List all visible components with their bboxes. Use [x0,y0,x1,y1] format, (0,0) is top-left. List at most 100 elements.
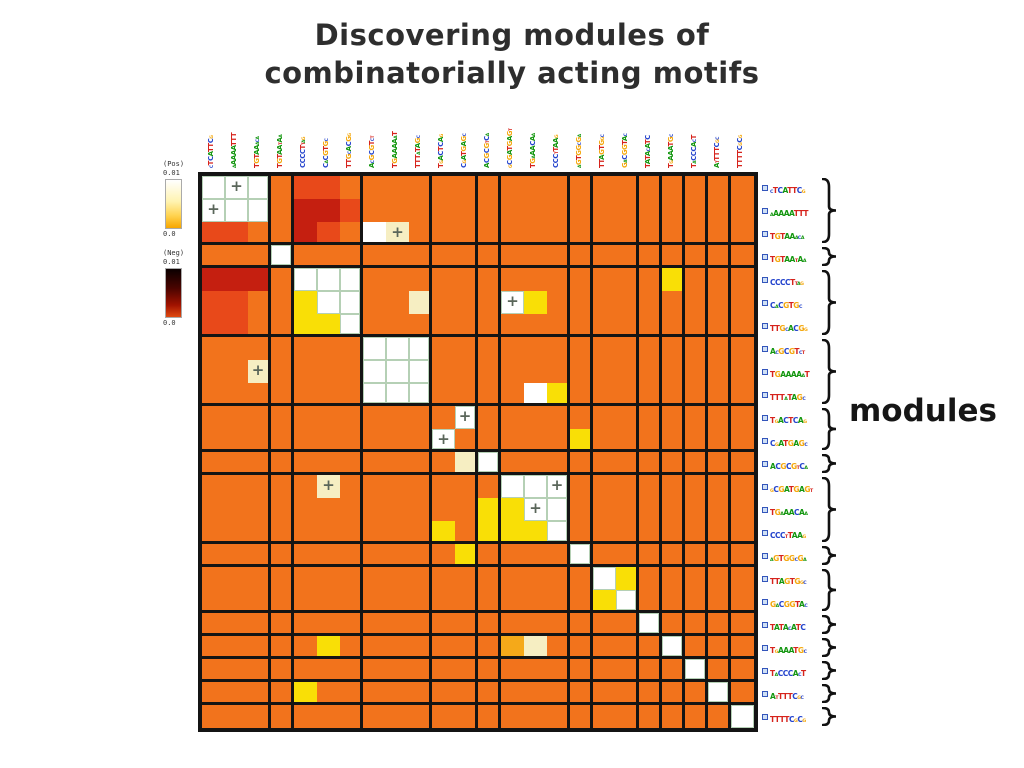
heatmap-cell-r18c4 [271,567,294,590]
heatmap-cell-r17c17 [570,544,593,567]
module-brace-5 [822,408,837,450]
heatmap-cell-r11c8 [363,406,386,429]
heatmap-cell-r9c14 [501,360,524,383]
row-motif-logo-18: TTAGTGGC [762,567,807,590]
heatmap-cell-r11c22 [685,406,708,429]
heatmap-cell-r2c15 [524,199,547,222]
motif-marker-icon [762,368,768,375]
heatmap-cell-r13c7 [340,452,363,475]
heatmap-cell-r24c7 [340,705,363,728]
heatmap-cell-r14c12 [455,475,478,498]
heatmap-cell-r14c17 [570,475,593,498]
heatmap-cell-r2c5 [294,199,317,222]
heatmap-cell-r15c16 [547,498,570,521]
heatmap-cell-r18c17 [570,567,593,590]
heatmap-cell-r18c21 [662,567,685,590]
heatmap-cell-r19c4 [271,590,294,613]
heatmap-cell-r18c24 [731,567,754,590]
heatmap-cell-r1c5 [294,176,317,199]
heatmap-cell-r16c20 [639,521,662,544]
heatmap-cell-r11c15 [524,406,547,429]
heatmap-cell-r18c5 [294,567,317,590]
heatmap-cell-r4c13 [478,245,501,268]
heatmap-cell-r7c6 [317,314,340,337]
heatmap-cell-r20c18 [593,613,616,636]
heatmap-cell-r22c24 [731,659,754,682]
row-motif-logo-9: TGAAAAAT [762,360,810,383]
heatmap-cell-r24c16 [547,705,570,728]
heatmap-cell-r16c15 [524,521,547,544]
heatmap-cell-r24c14 [501,705,524,728]
heatmap-cell-r2c13 [478,199,501,222]
row-motif-logo-2: AAAAATTT [762,199,808,222]
heatmap-cell-r13c13 [478,452,501,475]
heatmap-cell-r5c3 [248,268,271,291]
heatmap-cell-r1c7 [340,176,363,199]
heatmap-cell-r4c17 [570,245,593,268]
heatmap-cell-r21c17 [570,636,593,659]
heatmap-cell-r3c14 [501,222,524,245]
heatmap-cell-r20c20 [639,613,662,636]
heatmap-cell-r4c4 [271,245,294,268]
row-motif-logo-14: GCGATGAGT [762,475,813,498]
heatmap-cell-r6c11 [432,291,455,314]
row-motif-logo-11: TGACTCAG [762,406,807,429]
column-motif-logo-24: TTTTCGCG [736,135,744,168]
motif-marker-icon [762,437,768,444]
heatmap-cell-r23c13 [478,682,501,705]
heatmap-cell-r11c24 [731,406,754,429]
heatmap-cell-r4c10 [409,245,432,268]
heatmap-cell-r16c3 [248,521,271,544]
heatmap-cell-r10c19 [616,383,639,406]
heatmap-cell-r6c23 [708,291,731,314]
heatmap-cell-r12c5 [294,429,317,452]
heatmap-cell-r6c9 [386,291,409,314]
heatmap-cell-r20c8 [363,613,386,636]
heatmap-cell-r21c13 [478,636,501,659]
heatmap-cell-r11c17 [570,406,593,429]
module-braces [822,176,840,728]
heatmap-cell-r13c20 [639,452,662,475]
heatmap-cell-r7c7 [340,314,363,337]
heatmap-cell-r9c6 [317,360,340,383]
heatmap-cell-r6c22 [685,291,708,314]
heatmap-cell-r13c11 [432,452,455,475]
heatmap-cell-r17c9 [386,544,409,567]
heatmap-cell-r11c16 [547,406,570,429]
heatmap-cell-r19c11 [432,590,455,613]
module-brace-11 [822,638,837,657]
heatmap-cell-r23c4 [271,682,294,705]
heatmap-cell-r11c14 [501,406,524,429]
heatmap-cell-r13c1 [202,452,225,475]
heatmap-cell-r22c5 [294,659,317,682]
heatmap-cell-r12c13 [478,429,501,452]
heatmap-cell-r10c13 [478,383,501,406]
heatmap-cell-r4c19 [616,245,639,268]
heatmap-cell-r15c13 [478,498,501,521]
heatmap-cell-r16c12 [455,521,478,544]
heatmap-cell-r14c11 [432,475,455,498]
heatmap-cell-r8c5 [294,337,317,360]
heatmap-cell-r14c15 [524,475,547,498]
heatmap-cell-r19c19 [616,590,639,613]
heatmap-cell-r1c11 [432,176,455,199]
slide-title-line1: Discovering modules of [314,18,710,52]
heatmap-cell-r18c16 [547,567,570,590]
row-motif-logo-3: TGTAAACA [762,222,804,245]
module-brace-2 [822,247,837,266]
heatmap-cell-r14c18 [593,475,616,498]
heatmap-cell-r1c19 [616,176,639,199]
heatmap-cell-r13c2 [225,452,248,475]
heatmap-cell-r11c11 [432,406,455,429]
heatmap-cell-r20c2 [225,613,248,636]
heatmap-cell-r21c10 [409,636,432,659]
heatmap-cell-r17c18 [593,544,616,567]
heatmap-cell-r22c21 [662,659,685,682]
heatmap-cell-r6c18 [593,291,616,314]
heatmap-cell-r18c6 [317,567,340,590]
heatmap-cell-r9c17 [570,360,593,383]
heatmap-cell-r24c20 [639,705,662,728]
heatmap-cell-r17c13 [478,544,501,567]
heatmap-cell-r21c18 [593,636,616,659]
heatmap-cell-r12c22 [685,429,708,452]
